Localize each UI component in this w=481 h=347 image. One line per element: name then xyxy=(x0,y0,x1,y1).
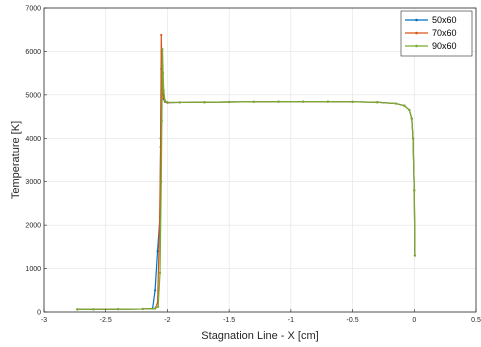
x-tick-label: -0.5 xyxy=(347,317,359,324)
legend-marker-90x60 xyxy=(415,44,418,48)
data-point xyxy=(158,271,162,275)
legend-label-90x60: 90x60 xyxy=(432,41,457,51)
y-tick-label: 1000 xyxy=(25,266,41,273)
data-point xyxy=(351,100,354,103)
data-point xyxy=(153,307,157,310)
data-point xyxy=(410,117,413,120)
data-point xyxy=(228,100,231,104)
data-point xyxy=(413,189,416,192)
data-point xyxy=(162,72,165,75)
data-point xyxy=(163,99,167,102)
data-point xyxy=(394,102,397,105)
data-point xyxy=(408,108,411,112)
legend-label-70x60: 70x60 xyxy=(432,28,457,38)
y-axis-label: Temperature [K] xyxy=(10,121,22,199)
y-tick-label: 4000 xyxy=(25,136,41,143)
data-point xyxy=(160,119,163,123)
data-point xyxy=(166,101,169,104)
data-point xyxy=(160,180,163,183)
data-point xyxy=(116,308,120,311)
legend-marker-70x60 xyxy=(415,31,418,35)
data-point xyxy=(178,101,181,104)
legend-marker-50x60 xyxy=(415,18,418,22)
legend-label-50x60: 50x60 xyxy=(432,15,457,25)
plot-frame xyxy=(43,7,477,313)
x-tick-label: 0 xyxy=(412,317,416,324)
data-point xyxy=(157,305,160,308)
data-point xyxy=(161,48,164,51)
data-point xyxy=(277,100,280,103)
series-layer xyxy=(76,33,416,311)
legend: 50x60 70x60 90x60 xyxy=(400,10,473,57)
data-point xyxy=(156,250,159,253)
x-axis-label: Stagnation Line - X [cm] xyxy=(201,330,318,342)
y-tick-label: 6000 xyxy=(25,49,41,56)
data-point xyxy=(302,100,305,103)
y-tick-label: 7000 xyxy=(25,6,41,13)
x-tick-label: -1 xyxy=(288,317,294,324)
y-tick-label: 0 xyxy=(37,310,41,317)
data-point xyxy=(252,100,255,103)
x-tick-label: -2 xyxy=(164,317,170,324)
y-tick-label: 3000 xyxy=(25,179,41,186)
data-point xyxy=(413,254,416,257)
x-tick-label: 0.5 xyxy=(471,317,481,324)
y-tick-label: 5000 xyxy=(25,92,41,99)
data-point xyxy=(92,308,95,311)
y-tick-label: 2000 xyxy=(25,223,41,230)
x-tick-label: -1.5 xyxy=(223,317,235,324)
x-tick-label: -2.5 xyxy=(100,317,112,324)
data-point xyxy=(376,101,379,104)
axis-ticks: -3 -2.5 -2 -1.5 -1 -0.5 0 0.5 0 1000 2000 3000 4000 5… xyxy=(25,6,481,325)
data-point xyxy=(411,137,415,140)
data-point xyxy=(76,308,79,311)
plot-area xyxy=(44,8,476,312)
data-point xyxy=(162,89,165,92)
x-tick-label: -3 xyxy=(41,317,47,324)
data-point xyxy=(203,101,206,104)
data-point xyxy=(326,100,329,103)
data-point xyxy=(403,104,406,107)
data-point xyxy=(153,289,157,292)
series-90x60 xyxy=(76,48,416,311)
data-point xyxy=(141,307,144,311)
data-point xyxy=(160,33,163,37)
